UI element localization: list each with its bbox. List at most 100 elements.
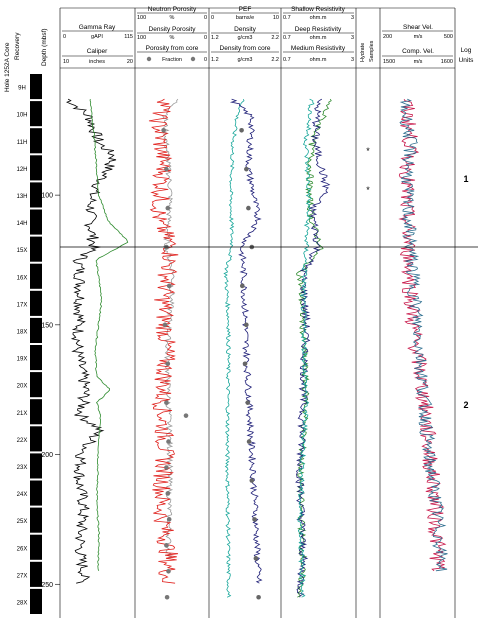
density-from-core-point [245,400,251,405]
medium-res-unit: ohm.m [310,57,327,63]
density-trace [229,98,263,584]
porosity-from-core-point [165,361,171,367]
medium-res-title: Medium Resistivity [291,45,346,52]
density-from-core-point [244,166,249,172]
porosity-from-core-point [183,413,189,418]
gamma-title: Gamma Ray [79,24,116,31]
deep-res-unit: ohm.m [310,35,327,41]
core-recovery-column: 9H 10H 11H 12H 13H 14H 15X 16X 17X 18X 19X 20X 21X 22… [16,74,42,614]
pef-min: 0 [211,15,214,21]
density-por-unit: % [170,35,175,41]
density-core-title: Density from core [220,45,271,52]
depth-axis: 100 150 200 250 [41,193,60,589]
density-por-title: Density Porosity [149,26,197,33]
deep-resistivity-trace [295,98,331,598]
comp-vel--trace [399,98,448,572]
core-label: 9H [18,86,26,92]
gamma-header: Gamma Ray 0 gAPI 115 Caliper 10 inches 2… [62,24,133,65]
depth-tick-label: 150 [41,322,53,329]
core-label: 15X [17,248,28,254]
porosity-from-core-point [166,283,172,289]
core-recovery-bar [30,317,42,343]
caliper-title: Caliper [87,48,108,55]
shallow-res-min: 0.7 [283,15,291,21]
pef-unit: barns/e [236,15,254,21]
deep-res-max: 3 [351,35,354,41]
caliper-unit: inches [89,59,105,65]
core-label: 27X [17,573,28,579]
density-from-core-point [246,205,251,211]
core-recovery-bar [30,588,42,614]
log-units-label-2: Units [459,57,475,64]
log-units-header: Log Units [459,47,475,64]
pef-title: PEF [239,6,252,13]
caliper-min: 10 [63,59,69,65]
comp-vel-min: 1500 [383,59,395,65]
core-label: 10H [16,113,27,119]
log-unit-label: 2 [463,400,468,410]
hydrate-sample-marker: * [366,185,370,195]
porosity-from-core-point [166,517,172,522]
density-porosity-trace [148,98,179,584]
density-max: 2.2 [271,35,279,41]
core-label: 13H [16,194,27,200]
core-label: 21X [17,411,28,417]
core-label: 11H [17,140,28,146]
neutron-title: Neutron Porosity [148,6,197,13]
density-title: Density [234,26,256,33]
pef-trace [223,98,245,598]
porosity-from-core-point [165,491,171,496]
porosity-header: Neutron Porosity 100 % 0 Density Porosit… [137,6,207,63]
porosity-from-core-point [162,322,168,328]
gamma-min: 0 [63,34,66,40]
gamma-max: 115 [124,34,133,40]
density-from-core-point [249,478,255,483]
core-label: 18X [17,329,28,335]
neutron-unit: % [170,15,175,21]
density-from-core-point [246,439,252,444]
density-header: PEF 0 barns/e 10 Density 1.2 g/cm3 2.2 D… [211,6,279,63]
hydrate-label-1: Hydrate [360,43,366,62]
neutron-min: 100 [137,15,146,21]
shear-vel-min: 200 [383,34,392,40]
header-frame [59,7,456,618]
density-from-core-point [244,322,249,328]
porosity-core-title: Porosity from core [146,45,199,52]
core-recovery-bar [30,372,42,398]
core-label: 22X [17,438,28,444]
depth-tick-label: 100 [41,193,53,200]
gamma-ray-trace [65,98,117,584]
depth-axis-label: Depth (mbsf) [41,28,48,66]
hydrate-label-2: Samples [369,40,375,62]
core-label: 25X [17,519,28,525]
core-label: 14H [16,221,27,227]
core-label: 12H [16,167,27,173]
core-recovery-bar [30,101,42,127]
shallow-resistivity-trace [296,98,332,598]
caliper-trace [89,99,129,571]
core-label: 24X [17,492,28,498]
porosity-from-core-point [164,465,169,470]
porosity-core-marker-right [190,56,196,62]
shallow-res-max: 3 [351,15,354,21]
core-label: 26X [17,546,28,552]
core-recovery-bar [30,480,42,506]
comp-vel-unit: m/s [414,59,423,65]
log-unit-label: 1 [463,174,468,184]
deep-res-title: Deep Resistivity [295,26,342,33]
porosity-from-core-point [164,543,169,548]
hydrate-sample-marker: * [366,146,370,156]
core-recovery-bar [30,507,42,533]
plot-area: ** [60,98,478,600]
depth-tick-label: 250 [41,582,53,589]
core-recovery-bar [30,236,42,262]
core-recovery-bar [30,426,42,452]
caliper-max: 20 [127,59,133,65]
shallow-res-title: Shallow Resistivity [291,6,346,13]
core-recovery-bar [30,453,42,479]
deep-res-min: 0.7 [283,35,291,41]
density-unit: g/cm3 [238,35,253,41]
shear-vel-title: Shear Vel. [403,24,433,31]
porosity-from-core-point [164,400,169,405]
